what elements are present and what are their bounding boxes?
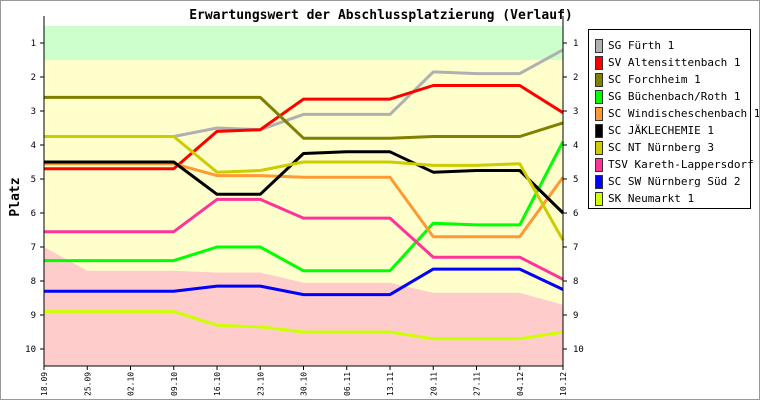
legend-label: SC Forchheim 1 (608, 73, 701, 86)
y-tick-label-left: 5 (31, 175, 36, 185)
y-tick-label-left: 1 (31, 39, 36, 49)
x-tick-label: 18.09 (40, 372, 49, 396)
legend-item: SV Altensittenbach 1 (595, 54, 740, 71)
series-line-9 (44, 310, 564, 341)
y-axis-label: Platz (8, 177, 23, 216)
y-tick-label-left: 8 (31, 277, 36, 287)
zone-relegation (44, 247, 563, 366)
legend-label: SG Fürth 1 (608, 39, 675, 52)
y-tick-label-left: 10 (25, 345, 36, 355)
legend-swatch (595, 106, 603, 121)
legend-label: SV Altensittenbach 1 (608, 56, 741, 69)
series-line-2 (44, 95, 564, 140)
y-tick-label-left: 3 (31, 107, 36, 117)
chart-title: Erwartungswert der Abschlussplatzierung … (189, 8, 573, 23)
x-tick-label: 02.10 (127, 372, 136, 396)
legend-swatch (595, 140, 603, 155)
y-tick-label-left: 6 (31, 209, 36, 219)
legend-item: SC NT Nürnberg 3 (595, 139, 714, 156)
legend-swatch (595, 174, 603, 189)
x-tick-label: 30.10 (300, 372, 309, 396)
series-line-3 (44, 140, 565, 273)
zone-promotion (44, 26, 563, 60)
y-tick-label-right: 4 (573, 141, 578, 151)
y-tick-label-right: 6 (573, 209, 578, 219)
legend-item: SG Fürth 1 (595, 37, 674, 54)
legend-swatch (595, 89, 603, 104)
y-tick-label-right: 1 (573, 39, 578, 49)
legend-label: SC SW Nürnberg Süd 2 (608, 175, 741, 188)
legend-label: SC NT Nürnberg 3 (608, 141, 714, 154)
series-line-5 (44, 150, 565, 215)
x-tick-label: 06.11 (343, 372, 352, 396)
legend-swatch (595, 55, 603, 70)
legend-swatch (595, 191, 603, 206)
x-tick-label: 20.11 (429, 372, 438, 396)
legend-item: SG Büchenbach/Roth 1 (595, 88, 740, 105)
series-line-4 (44, 162, 565, 239)
legend-item: SC SW Nürnberg Süd 2 (595, 173, 740, 190)
x-tick-label: 25.09 (83, 372, 92, 396)
x-tick-label: 09.10 (170, 372, 179, 396)
y-tick-label-left: 9 (31, 311, 36, 321)
legend-item: SC Windischeschenbach 1 (595, 105, 760, 122)
y-tick-label-right: 9 (573, 311, 578, 321)
series-line-7 (44, 197, 564, 281)
legend-swatch (595, 157, 603, 172)
y-tick-label-right: 8 (573, 277, 578, 287)
x-tick-label: 16.10 (213, 372, 222, 396)
series-line-6 (44, 135, 565, 241)
y-tick-label-right: 7 (573, 243, 578, 253)
x-tick-label: 10.12 (559, 372, 568, 396)
series-line-8 (44, 267, 564, 297)
x-tick-label: 23.10 (256, 372, 265, 396)
y-tick-label-left: 7 (31, 243, 36, 253)
series-line-1 (44, 84, 564, 171)
legend-item: SC Forchheim 1 (595, 71, 701, 88)
y-tick-label-left: 4 (31, 141, 36, 151)
legend-label: SC JÄKLECHEMIE 1 (608, 124, 714, 137)
legend-swatch (595, 38, 603, 53)
legend-item: TSV Kareth-Lappersdorf 2 (595, 156, 760, 173)
y-tick-label-right: 5 (573, 175, 578, 185)
legend-label: TSV Kareth-Lappersdorf 2 (608, 158, 760, 171)
y-tick-label-right: 3 (573, 107, 578, 117)
x-tick-label: 04.12 (516, 372, 525, 396)
y-tick-label-right: 2 (573, 73, 578, 83)
legend-swatch (595, 123, 603, 138)
x-tick-label: 13.11 (386, 372, 395, 396)
legend-item: SC JÄKLECHEMIE 1 (595, 122, 714, 139)
y-tick-label-right: 10 (573, 345, 584, 355)
legend-label: SG Büchenbach/Roth 1 (608, 90, 741, 103)
legend-item: SK Neumarkt 1 (595, 190, 694, 207)
x-tick-label: 27.11 (473, 372, 482, 396)
y-tick-label-left: 2 (31, 73, 36, 83)
legend-label: SK Neumarkt 1 (608, 192, 695, 205)
legend-label: SC Windischeschenbach 1 (608, 107, 760, 120)
legend: SG Fürth 1 SV Altensittenbach 1 SC Forchhe… (588, 29, 759, 209)
legend-swatch (595, 72, 603, 87)
